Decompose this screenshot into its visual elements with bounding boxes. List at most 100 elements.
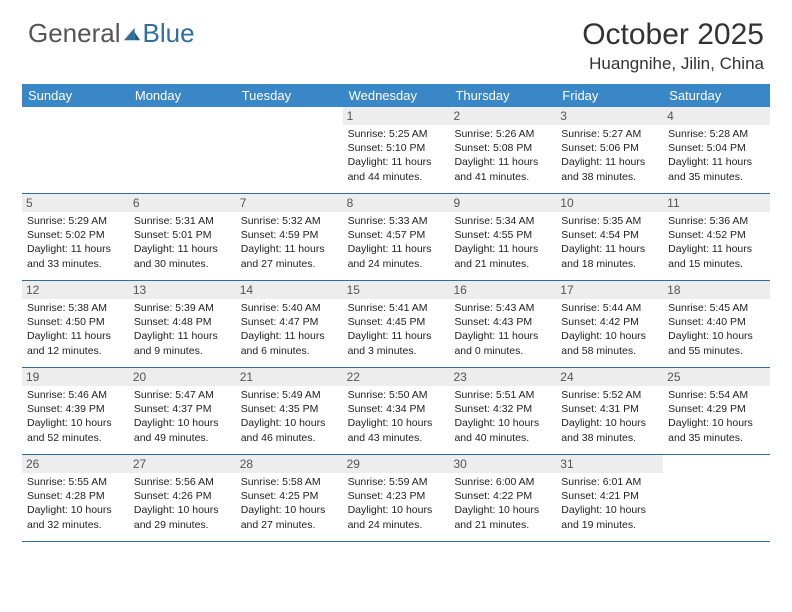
sunset-text: Sunset: 4:42 PM	[561, 315, 658, 329]
logo-triangle-icon	[123, 25, 141, 43]
day-number: 21	[236, 368, 343, 386]
sunrise-text: Sunrise: 5:36 AM	[668, 214, 765, 228]
sunset-text: Sunset: 4:31 PM	[561, 402, 658, 416]
day-number: 3	[556, 107, 663, 125]
day-cell: 1Sunrise: 5:25 AMSunset: 5:10 PMDaylight…	[343, 107, 450, 193]
daylight-text-1: Daylight: 11 hours	[454, 242, 551, 256]
daylight-text-2: and 27 minutes.	[241, 257, 338, 271]
sunset-text: Sunset: 5:08 PM	[454, 141, 551, 155]
daylight-text-1: Daylight: 11 hours	[454, 155, 551, 169]
day-cell: 22Sunrise: 5:50 AMSunset: 4:34 PMDayligh…	[343, 368, 450, 454]
daylight-text-1: Daylight: 10 hours	[27, 416, 124, 430]
daylight-text-2: and 55 minutes.	[668, 344, 765, 358]
day-cell: 16Sunrise: 5:43 AMSunset: 4:43 PMDayligh…	[449, 281, 556, 367]
day-body: Sunrise: 5:43 AMSunset: 4:43 PMDaylight:…	[454, 301, 551, 358]
day-cell: 31Sunrise: 6:01 AMSunset: 4:21 PMDayligh…	[556, 455, 663, 541]
empty-cell	[663, 455, 770, 541]
daylight-text-2: and 43 minutes.	[348, 431, 445, 445]
daylight-text-2: and 46 minutes.	[241, 431, 338, 445]
day-of-week-header: SundayMondayTuesdayWednesdayThursdayFrid…	[22, 84, 770, 107]
daylight-text-1: Daylight: 11 hours	[241, 242, 338, 256]
day-cell: 28Sunrise: 5:58 AMSunset: 4:25 PMDayligh…	[236, 455, 343, 541]
day-body: Sunrise: 5:28 AMSunset: 5:04 PMDaylight:…	[668, 127, 765, 184]
sunrise-text: Sunrise: 6:01 AM	[561, 475, 658, 489]
day-cell: 17Sunrise: 5:44 AMSunset: 4:42 PMDayligh…	[556, 281, 663, 367]
day-number: 9	[449, 194, 556, 212]
day-cell: 15Sunrise: 5:41 AMSunset: 4:45 PMDayligh…	[343, 281, 450, 367]
sunrise-text: Sunrise: 5:58 AM	[241, 475, 338, 489]
day-cell: 8Sunrise: 5:33 AMSunset: 4:57 PMDaylight…	[343, 194, 450, 280]
day-cell: 9 Sunrise: 5:34 AMSunset: 4:55 PMDaylight…	[449, 194, 556, 280]
daylight-text-1: Daylight: 11 hours	[27, 242, 124, 256]
day-body: Sunrise: 5:49 AMSunset: 4:35 PMDaylight:…	[241, 388, 338, 445]
sunset-text: Sunset: 4:22 PM	[454, 489, 551, 503]
logo-text-general: General	[28, 18, 121, 49]
day-cell: 18Sunrise: 5:45 AMSunset: 4:40 PMDayligh…	[663, 281, 770, 367]
daylight-text-1: Daylight: 10 hours	[348, 503, 445, 517]
sunrise-text: Sunrise: 5:40 AM	[241, 301, 338, 315]
daylight-text-1: Daylight: 10 hours	[348, 416, 445, 430]
day-body: Sunrise: 5:32 AMSunset: 4:59 PMDaylight:…	[241, 214, 338, 271]
sunset-text: Sunset: 5:10 PM	[348, 141, 445, 155]
day-body: Sunrise: 5:55 AMSunset: 4:28 PMDaylight:…	[27, 475, 124, 532]
sunrise-text: Sunrise: 5:46 AM	[27, 388, 124, 402]
day-body: Sunrise: 5:39 AMSunset: 4:48 PMDaylight:…	[134, 301, 231, 358]
day-cell: 11Sunrise: 5:36 AMSunset: 4:52 PMDayligh…	[663, 194, 770, 280]
empty-cell	[129, 107, 236, 193]
sunset-text: Sunset: 4:25 PM	[241, 489, 338, 503]
day-number: 19	[22, 368, 129, 386]
day-cell: 6Sunrise: 5:31 AMSunset: 5:01 PMDaylight…	[129, 194, 236, 280]
logo-text-blue: Blue	[143, 18, 195, 49]
day-body: Sunrise: 5:27 AMSunset: 5:06 PMDaylight:…	[561, 127, 658, 184]
sunset-text: Sunset: 4:47 PM	[241, 315, 338, 329]
dow-saturday: Saturday	[663, 84, 770, 107]
daylight-text-2: and 40 minutes.	[454, 431, 551, 445]
day-cell: 21 Sunrise: 5:49 AMSunset: 4:35 PMDayligh…	[236, 368, 343, 454]
sunset-text: Sunset: 4:57 PM	[348, 228, 445, 242]
sunrise-text: Sunrise: 5:43 AM	[454, 301, 551, 315]
sunset-text: Sunset: 4:28 PM	[27, 489, 124, 503]
sunrise-text: Sunrise: 5:26 AM	[454, 127, 551, 141]
daylight-text-1: Daylight: 11 hours	[134, 242, 231, 256]
daylight-text-2: and 32 minutes.	[27, 518, 124, 532]
empty-cell	[236, 107, 343, 193]
daylight-text-2: and 44 minutes.	[348, 170, 445, 184]
sunset-text: Sunset: 4:32 PM	[454, 402, 551, 416]
day-cell: 29Sunrise: 5:59 AMSunset: 4:23 PMDayligh…	[343, 455, 450, 541]
sunset-text: Sunset: 5:04 PM	[668, 141, 765, 155]
daylight-text-2: and 15 minutes.	[668, 257, 765, 271]
sunset-text: Sunset: 4:40 PM	[668, 315, 765, 329]
sunset-text: Sunset: 4:29 PM	[668, 402, 765, 416]
day-number: 29	[343, 455, 450, 473]
day-body: Sunrise: 5:34 AMSunset: 4:55 PMDaylight:…	[454, 214, 551, 271]
day-number: 17	[556, 281, 663, 299]
day-body: Sunrise: 5:46 AMSunset: 4:39 PMDaylight:…	[27, 388, 124, 445]
sunset-text: Sunset: 4:48 PM	[134, 315, 231, 329]
sunset-text: Sunset: 4:26 PM	[134, 489, 231, 503]
daylight-text-2: and 33 minutes.	[27, 257, 124, 271]
sunrise-text: Sunrise: 5:28 AM	[668, 127, 765, 141]
day-body: Sunrise: 5:38 AMSunset: 4:50 PMDaylight:…	[27, 301, 124, 358]
day-cell: 19 Sunrise: 5:46 AMSunset: 4:39 PMDayligh…	[22, 368, 129, 454]
daylight-text-2: and 24 minutes.	[348, 518, 445, 532]
daylight-text-2: and 6 minutes.	[241, 344, 338, 358]
sunset-text: Sunset: 4:45 PM	[348, 315, 445, 329]
sunrise-text: Sunrise: 5:27 AM	[561, 127, 658, 141]
day-number: 27	[129, 455, 236, 473]
day-number: 4	[663, 107, 770, 125]
day-cell: 30Sunrise: 6:00 AMSunset: 4:22 PMDayligh…	[449, 455, 556, 541]
day-body: Sunrise: 5:35 AMSunset: 4:54 PMDaylight:…	[561, 214, 658, 271]
day-body: Sunrise: 5:40 AMSunset: 4:47 PMDaylight:…	[241, 301, 338, 358]
daylight-text-1: Daylight: 10 hours	[134, 416, 231, 430]
dow-friday: Friday	[556, 84, 663, 107]
sunrise-text: Sunrise: 5:31 AM	[134, 214, 231, 228]
day-number: 25	[663, 368, 770, 386]
day-body: Sunrise: 5:26 AMSunset: 5:08 PMDaylight:…	[454, 127, 551, 184]
sunrise-text: Sunrise: 5:44 AM	[561, 301, 658, 315]
daylight-text-2: and 35 minutes.	[668, 170, 765, 184]
sunset-text: Sunset: 4:43 PM	[454, 315, 551, 329]
sunrise-text: Sunrise: 5:54 AM	[668, 388, 765, 402]
header: General Blue October 2025 Huangnihe, Jil…	[0, 0, 792, 78]
sunset-text: Sunset: 5:06 PM	[561, 141, 658, 155]
sunrise-text: Sunrise: 5:34 AM	[454, 214, 551, 228]
